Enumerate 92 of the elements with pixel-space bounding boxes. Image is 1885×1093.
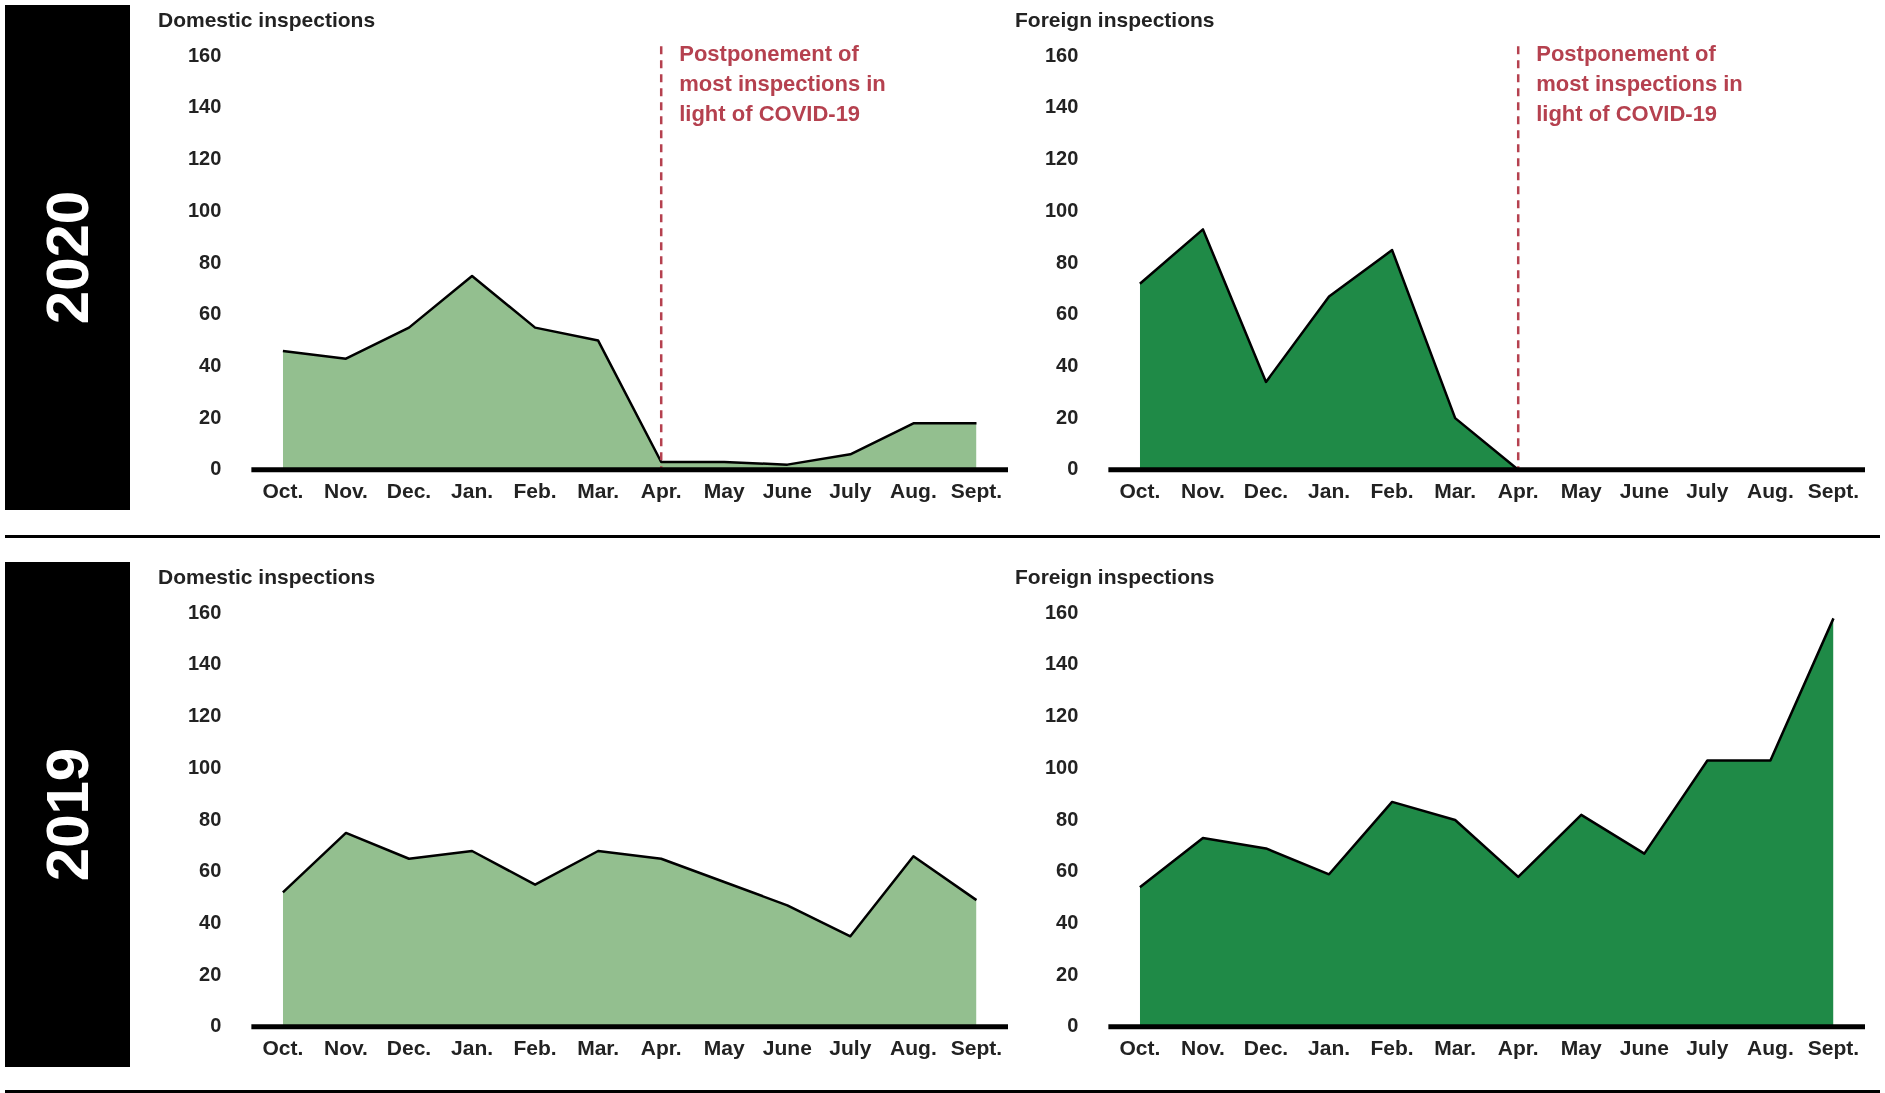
x-tick-label: Nov. (1180, 479, 1225, 503)
y-tick-label: 160 (187, 43, 222, 66)
chart-title: Domestic inspections (158, 565, 376, 589)
y-tick-label: 60 (199, 859, 222, 882)
x-tick-label: Nov. (1180, 1036, 1225, 1060)
ref-line-label: Postponement of most inspections in light of COVID-19 (679, 41, 886, 127)
x-tick-label: Apr. (1497, 479, 1539, 503)
x-tick-label: Mar. (1434, 479, 1477, 503)
x-tick-label: Nov. (323, 1036, 368, 1060)
x-tick-label: Dec. (1243, 479, 1289, 503)
x-tick-label: Dec. (386, 1036, 432, 1060)
y-tick-label: 60 (199, 302, 222, 325)
y-tick-label: 0 (210, 1014, 222, 1037)
x-tick-label: Mar. (577, 479, 620, 503)
x-tick-label: Sept. (1807, 1036, 1860, 1060)
x-tick-label: Feb. (1370, 479, 1414, 503)
x-tick-label: May (703, 1036, 746, 1060)
y-tick-label: 120 (187, 147, 222, 170)
x-tick-label: June (762, 1036, 812, 1060)
x-tick-label: Aug. (890, 1036, 937, 1060)
x-tick-label: Jan. (1308, 1036, 1351, 1060)
chart-title: Foreign inspections (1015, 565, 1215, 589)
y-tick-label: 80 (199, 250, 222, 273)
y-tick-label: 20 (199, 405, 222, 428)
x-tick-label: Sept. (950, 479, 1003, 503)
x-tick-label: Sept. (950, 1036, 1003, 1060)
x-tick-label: Oct. (262, 479, 304, 503)
text: 2019 (33, 747, 102, 882)
text: 2020 (33, 190, 102, 325)
x-tick-label: July (1686, 479, 1729, 503)
y-tick-label: 0 (210, 457, 222, 480)
x-tick-label: Mar. (1434, 1036, 1477, 1060)
y-tick-label: 20 (1056, 962, 1079, 985)
y-tick-label: 100 (1044, 198, 1079, 221)
ref-line-label: Postponement of most inspections in light of COVID-19 (1536, 41, 1743, 127)
y-tick-label: 100 (187, 198, 222, 221)
x-tick-label: Dec. (1243, 1036, 1289, 1060)
chart-title: Domestic inspections (158, 8, 376, 32)
y-tick-label: 140 (1044, 652, 1079, 675)
y-tick-label: 20 (199, 962, 222, 985)
x-tick-label: Feb. (513, 479, 557, 503)
x-tick-label: June (762, 479, 812, 503)
y-tick-label: 140 (1044, 95, 1079, 118)
y-tick-label: 120 (187, 704, 222, 727)
y-tick-label: 100 (187, 755, 222, 778)
y-tick-label: 40 (199, 353, 222, 376)
chart-title: Foreign inspections (1015, 8, 1215, 32)
x-tick-label: Sept. (1807, 479, 1860, 503)
y-tick-label: 80 (199, 807, 222, 830)
y-tick-label: 0 (1067, 457, 1079, 480)
x-tick-label: Jan. (1308, 479, 1351, 503)
y-tick-label: 40 (1056, 353, 1079, 376)
y-tick-label: 80 (1056, 250, 1079, 273)
x-tick-label: Apr. (640, 479, 682, 503)
x-tick-label: Oct. (262, 1036, 304, 1060)
x-tick-label: Apr. (640, 1036, 682, 1060)
x-tick-label: Aug. (890, 479, 937, 503)
x-tick-label: Aug. (1747, 1036, 1794, 1060)
x-tick-label: Dec. (386, 479, 432, 503)
y-tick-label: 80 (1056, 807, 1079, 830)
y-tick-label: 40 (1056, 910, 1079, 933)
x-tick-label: June (1619, 1036, 1669, 1060)
y-tick-label: 20 (1056, 405, 1079, 428)
x-tick-label: Feb. (1370, 1036, 1414, 1060)
x-tick-label: Oct. (1119, 479, 1161, 503)
x-tick-label: July (1686, 1036, 1729, 1060)
y-tick-label: 140 (187, 652, 222, 675)
y-tick-label: 160 (1044, 43, 1079, 66)
x-tick-label: July (829, 479, 872, 503)
x-tick-label: Oct. (1119, 1036, 1161, 1060)
x-tick-label: May (1560, 1036, 1603, 1060)
x-tick-label: May (703, 479, 746, 503)
x-tick-label: July (829, 1036, 872, 1060)
y-tick-label: 140 (187, 95, 222, 118)
y-tick-label: 120 (1044, 147, 1079, 170)
y-tick-label: 160 (187, 600, 222, 623)
y-tick-label: 60 (1056, 302, 1079, 325)
y-tick-label: 160 (1044, 600, 1079, 623)
y-tick-label: 40 (199, 910, 222, 933)
y-tick-label: 0 (1067, 1014, 1079, 1037)
y-tick-label: 120 (1044, 704, 1079, 727)
y-tick-label: 100 (1044, 755, 1079, 778)
x-tick-label: Aug. (1747, 479, 1794, 503)
x-tick-label: May (1560, 479, 1603, 503)
x-tick-label: Mar. (577, 1036, 620, 1060)
x-tick-label: June (1619, 479, 1669, 503)
x-tick-label: Nov. (323, 479, 368, 503)
x-tick-label: Jan. (451, 1036, 494, 1060)
x-tick-label: Feb. (513, 1036, 557, 1060)
y-tick-label: 60 (1056, 859, 1079, 882)
x-tick-label: Jan. (451, 479, 494, 503)
x-tick-label: Apr. (1497, 1036, 1539, 1060)
